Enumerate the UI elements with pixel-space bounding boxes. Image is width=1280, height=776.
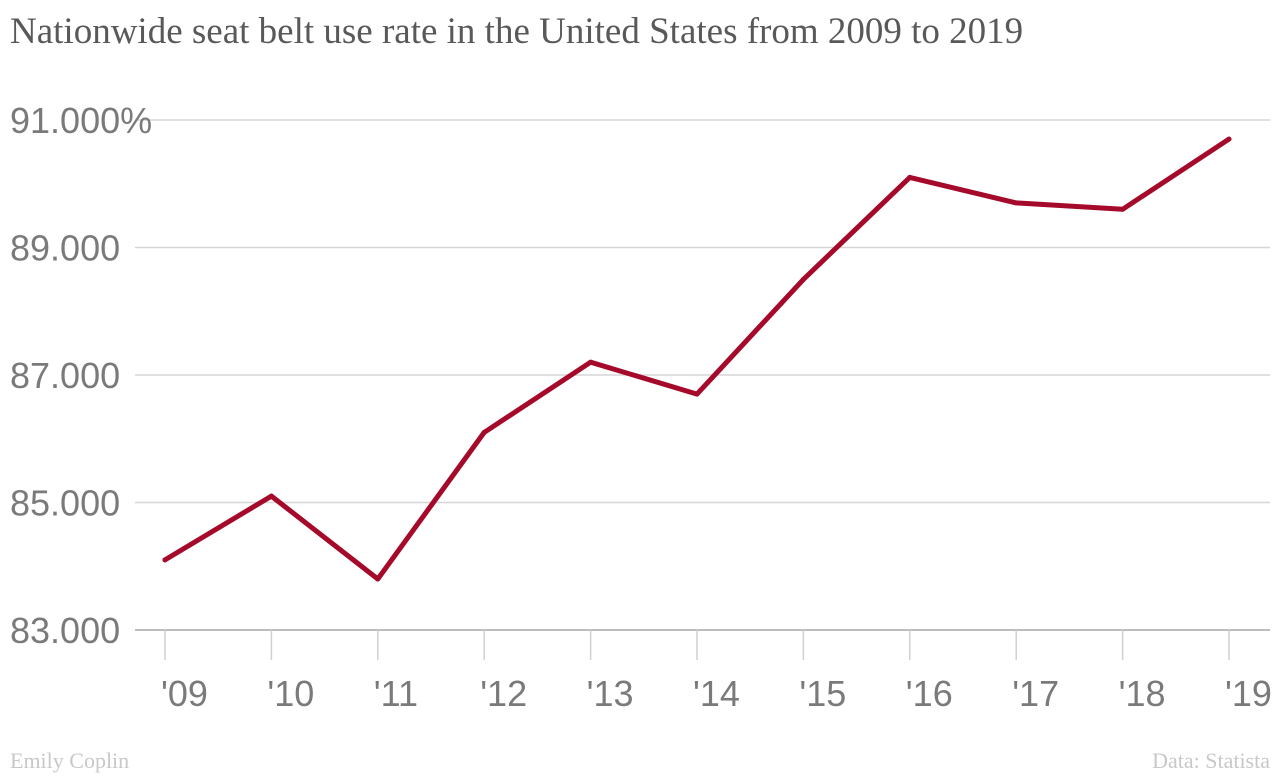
y-tick-label: 83.000 — [10, 610, 120, 651]
data-point[interactable] — [162, 557, 168, 563]
series-layer — [162, 136, 1232, 582]
y-tick-label: 89.000 — [10, 228, 120, 269]
x-tick-label: '18 — [1119, 673, 1166, 714]
x-tick-label: '17 — [1012, 673, 1059, 714]
data-source: Data: Statista — [1152, 748, 1270, 773]
x-tick-label: '09 — [161, 673, 208, 714]
x-tick-label: '12 — [480, 673, 527, 714]
data-point[interactable] — [588, 359, 594, 365]
x-tick-label: '14 — [693, 673, 740, 714]
x-tick-label: '10 — [267, 673, 314, 714]
data-point[interactable] — [1120, 206, 1126, 212]
author-credit: Emily Coplin — [10, 748, 130, 773]
data-point[interactable] — [1226, 136, 1232, 142]
grid-lines — [135, 119, 1270, 631]
y-tick-label: 91.000% — [10, 100, 152, 141]
data-point[interactable] — [268, 493, 274, 499]
x-tick-label: '19 — [1225, 673, 1272, 714]
x-tick-label: '13 — [587, 673, 634, 714]
x-tick-label: '15 — [799, 673, 846, 714]
x-tick-label: '16 — [906, 673, 953, 714]
data-point[interactable] — [694, 391, 700, 397]
data-point[interactable] — [1013, 200, 1019, 206]
data-point[interactable] — [375, 576, 381, 582]
data-point[interactable] — [907, 174, 913, 180]
data-point[interactable] — [800, 276, 806, 282]
series-line — [162, 136, 1232, 582]
y-tick-label: 85.000 — [10, 483, 120, 524]
y-axis-ticks: 91.000% 89.000 87.000 85.000 83.000 — [10, 100, 152, 651]
x-axis: '09 '10 '11 '12 '13 '14 '15 '16 '17 '18 '19 — [161, 630, 1272, 714]
x-tick-label: '11 — [374, 673, 418, 714]
data-point[interactable] — [481, 429, 487, 435]
y-tick-label: 87.000 — [10, 355, 120, 396]
chart-title: Nationwide seat belt use rate in the Uni… — [10, 11, 1024, 52]
